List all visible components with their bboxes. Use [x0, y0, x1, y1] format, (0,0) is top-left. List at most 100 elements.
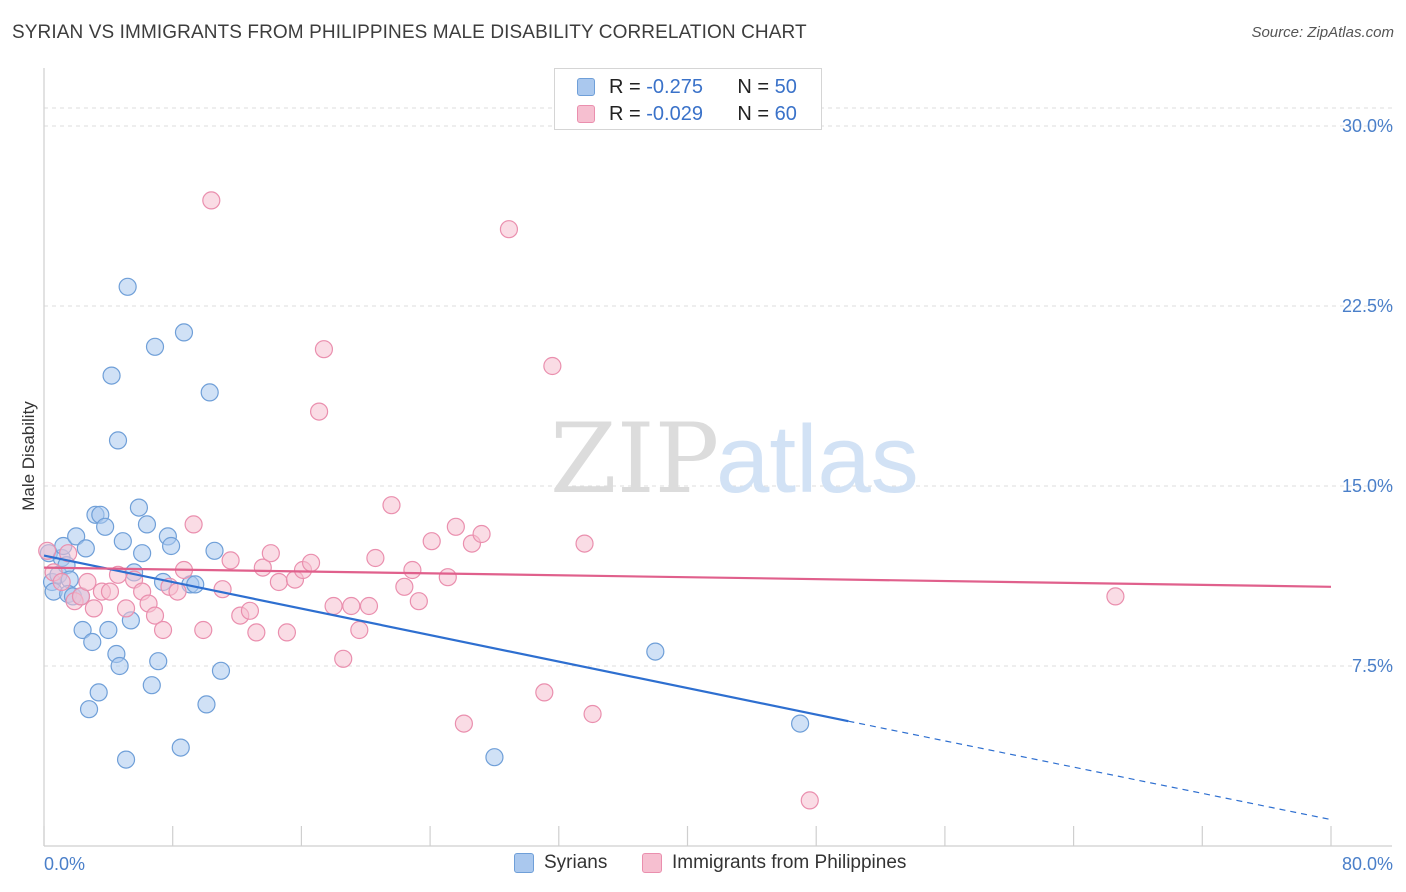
- legend-r-label: R =: [609, 75, 641, 98]
- watermark: ZIP atlas: [550, 403, 919, 515]
- point-syrians: [110, 656, 129, 676]
- grid-lines: [44, 107, 1392, 667]
- legend-swatch-philippines: [577, 105, 595, 123]
- y-tick-label: 7.5%: [1352, 656, 1393, 676]
- point-syrians: [211, 661, 231, 680]
- legend-n-label: N =: [737, 102, 770, 125]
- point-syrians: [174, 323, 194, 342]
- legend-n-label: N =: [737, 75, 770, 98]
- point-syrians: [200, 383, 219, 402]
- point-philippines: [438, 568, 457, 587]
- point-philippines: [168, 582, 187, 601]
- point-philippines: [301, 553, 321, 572]
- legend-n-value: 60: [774, 102, 797, 125]
- point-philippines: [38, 541, 57, 560]
- bottom-legend-label-syrians: Syrians: [544, 852, 608, 873]
- point-syrians: [76, 539, 95, 558]
- point-philippines: [350, 620, 369, 640]
- point-philippines: [78, 572, 97, 592]
- point-philippines: [52, 572, 71, 592]
- point-syrians: [116, 750, 136, 769]
- point-syrians: [113, 532, 132, 551]
- trend-lines: [43, 554, 1332, 821]
- point-philippines: [1106, 587, 1125, 606]
- point-philippines: [575, 534, 594, 553]
- chart-title: SYRIAN VS IMMIGRANTS FROM PHILIPPINES MA…: [12, 22, 807, 43]
- legend-swatch-syrians: [577, 78, 595, 96]
- point-syrians: [646, 642, 665, 661]
- point-syrians: [83, 632, 102, 652]
- point-syrians: [67, 527, 86, 546]
- point-syrians: [96, 517, 115, 536]
- point-philippines: [240, 601, 260, 620]
- point-philippines: [247, 623, 266, 642]
- trendline-syrians: [43, 554, 849, 723]
- point-philippines: [221, 551, 240, 570]
- point-philippines: [324, 596, 343, 616]
- point-syrians: [161, 536, 181, 556]
- x-tick-label: 80.0%: [1342, 854, 1393, 874]
- point-syrians: [137, 515, 157, 534]
- point-syrians: [99, 620, 118, 640]
- point-syrians: [142, 676, 161, 695]
- point-philippines: [446, 517, 465, 536]
- point-philippines: [800, 791, 819, 810]
- point-philippines: [59, 544, 78, 563]
- legend-r-label: R =: [609, 102, 641, 125]
- point-philippines: [194, 620, 213, 640]
- point-syrians: [791, 714, 810, 733]
- point-syrians: [79, 700, 99, 719]
- point-syrians: [171, 738, 190, 757]
- point-philippines: [314, 340, 334, 359]
- point-philippines: [261, 544, 280, 563]
- legend-n-value: 50: [774, 75, 797, 98]
- point-philippines: [454, 714, 473, 733]
- legend-r-value: -0.275: [646, 75, 703, 98]
- y-axis-title: Male Disability: [19, 401, 38, 511]
- point-philippines: [100, 582, 120, 601]
- y-tick-label: 22.5%: [1342, 296, 1393, 316]
- point-philippines: [277, 623, 297, 642]
- legend-r-value: -0.029: [646, 102, 703, 125]
- point-philippines: [499, 220, 519, 239]
- bottom-legend-syrians: Syrians: [514, 852, 607, 874]
- y-tick-label: 15.0%: [1342, 476, 1393, 496]
- bottom-legend-philippines: Immigrants from Philippines: [642, 852, 906, 874]
- axes: [43, 68, 1392, 847]
- point-philippines: [535, 683, 554, 702]
- stats-legend: R = -0.275 N = 50 R = -0.029 N = 60: [554, 68, 822, 130]
- source-label: Source: ZipAtlas.com: [1251, 24, 1394, 41]
- point-syrians: [197, 695, 216, 714]
- point-philippines: [153, 620, 173, 640]
- trendline-syrians-extension: [848, 720, 1332, 821]
- point-syrians: [485, 748, 504, 767]
- point-philippines: [403, 560, 422, 580]
- tick-labels: 7.5% 15.0% 22.5% 30.0% 0.0% 80.0%: [44, 116, 1393, 874]
- point-philippines: [184, 515, 203, 534]
- bottom-legend-swatch-syrians: [514, 853, 534, 873]
- point-philippines: [213, 580, 232, 599]
- point-philippines: [202, 191, 221, 210]
- point-syrians: [145, 337, 165, 356]
- point-syrians: [129, 498, 149, 517]
- point-philippines: [309, 402, 329, 421]
- trendline-philippines: [43, 566, 1332, 588]
- bottom-legend-label-philippines: Immigrants from Philippines: [672, 852, 907, 873]
- watermark-atlas: atlas: [716, 406, 919, 513]
- point-philippines: [334, 649, 353, 668]
- point-syrians: [118, 277, 137, 296]
- point-syrians: [108, 431, 128, 450]
- point-philippines: [472, 524, 491, 544]
- point-syrians: [73, 620, 92, 640]
- bottom-legend-swatch-philippines: [642, 853, 662, 873]
- watermark-zip: ZIP: [550, 403, 719, 515]
- point-syrians: [102, 366, 121, 385]
- point-syrians: [89, 683, 108, 702]
- x-tick-label: 0.0%: [44, 854, 85, 874]
- point-philippines: [145, 606, 165, 625]
- point-philippines: [409, 592, 428, 611]
- point-philippines: [395, 577, 414, 596]
- point-philippines: [422, 532, 441, 551]
- point-philippines: [116, 599, 136, 618]
- point-philippines: [359, 596, 379, 616]
